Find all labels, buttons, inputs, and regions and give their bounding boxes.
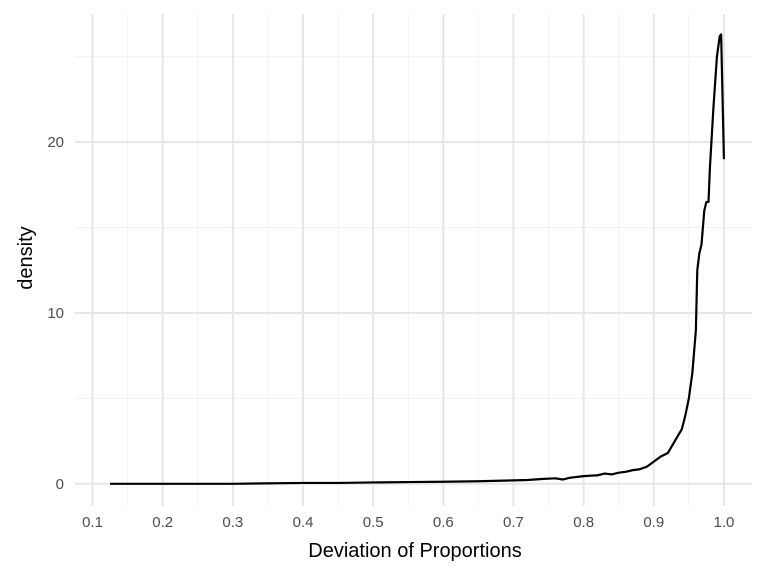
x-axis-title: Deviation of Proportions [308, 540, 521, 562]
x-tick-label: 0.6 [433, 514, 454, 531]
x-tick-label: 0.5 [363, 514, 384, 531]
y-tick-label: 0 [56, 476, 64, 493]
x-tick-label: 0.7 [503, 514, 524, 531]
y-axis-title: density [15, 226, 37, 289]
x-tick-label: 1.0 [714, 514, 735, 531]
x-tick-label: 0.4 [293, 514, 314, 531]
density-line [110, 33, 726, 485]
x-tick-label: 0.1 [82, 514, 103, 531]
x-tick-label: 0.2 [152, 514, 173, 531]
y-tick-label: 10 [47, 305, 64, 322]
x-tick-label: 0.8 [573, 514, 594, 531]
x-tick-label: 0.3 [222, 514, 243, 531]
major-gridlines [75, 14, 752, 506]
y-tick-label: 20 [47, 134, 64, 151]
x-tick-label: 0.9 [643, 514, 664, 531]
y-tick-labels: 0 10 20 [47, 134, 64, 493]
x-tick-labels: 0.1 0.2 0.3 0.4 0.5 0.6 0.7 0.8 0.9 1.0 [82, 514, 734, 531]
minor-gridlines [75, 14, 752, 506]
